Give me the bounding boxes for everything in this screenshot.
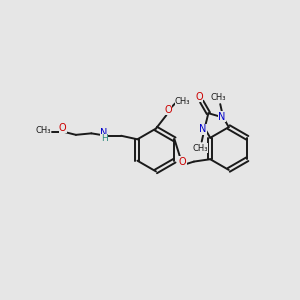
Text: O: O [195,92,203,102]
Text: O: O [164,105,172,115]
Text: H: H [101,134,107,143]
Text: N: N [200,124,207,134]
Text: N: N [100,128,108,138]
Text: N: N [218,112,225,122]
Text: CH₃: CH₃ [175,97,190,106]
Text: O: O [59,123,67,133]
Text: CH₃: CH₃ [211,93,226,102]
Text: O: O [179,157,186,166]
Text: CH₃: CH₃ [35,127,51,136]
Text: CH₃: CH₃ [193,144,208,153]
